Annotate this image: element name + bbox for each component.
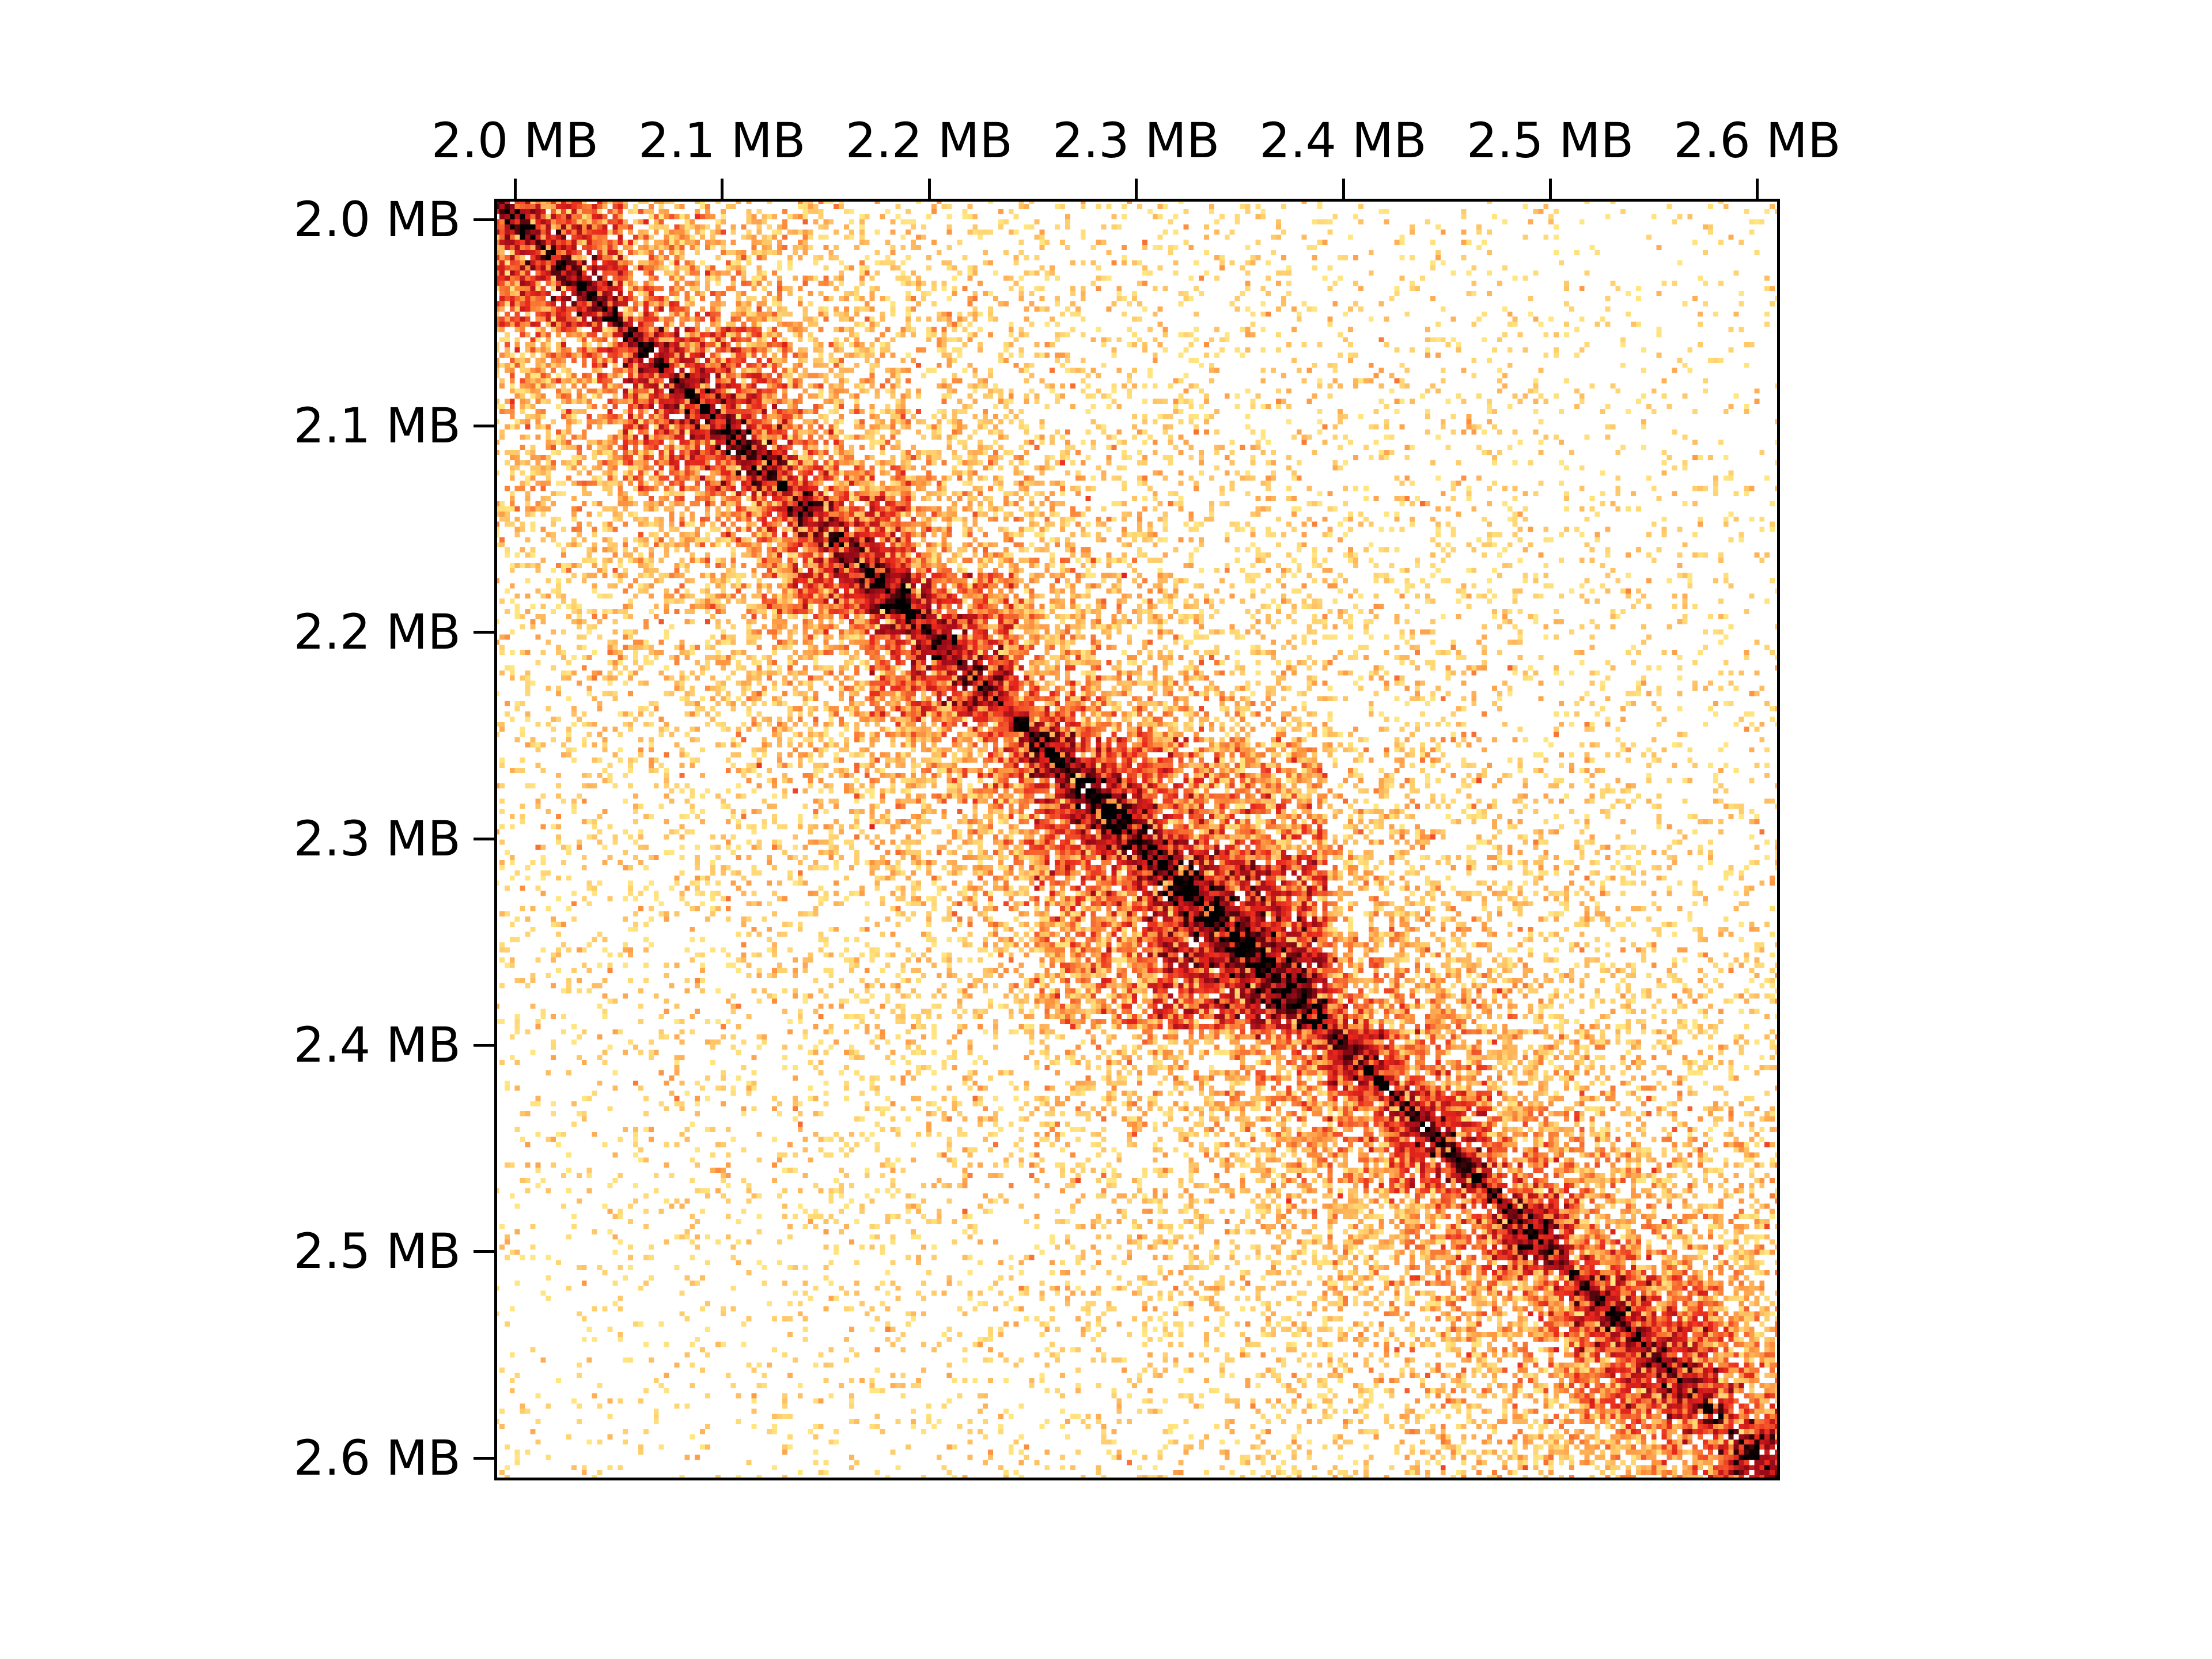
contact-heatmap xyxy=(494,199,1780,1480)
y-tick-label: 2.2 MB xyxy=(293,604,461,661)
y-tick-label: 2.3 MB xyxy=(293,810,461,867)
x-tick-mark xyxy=(1342,179,1345,199)
y-tick-label: 2.1 MB xyxy=(293,397,461,454)
y-tick-label: 2.6 MB xyxy=(293,1429,461,1486)
y-tick-mark xyxy=(474,837,494,840)
y-tick-mark xyxy=(474,1456,494,1460)
y-tick-mark xyxy=(474,425,494,428)
x-tick-label: 2.0 MB xyxy=(431,112,599,169)
x-tick-mark xyxy=(513,179,517,199)
x-tick-mark xyxy=(927,179,931,199)
x-tick-label: 2.5 MB xyxy=(1466,112,1634,169)
x-tick-mark xyxy=(1756,179,1759,199)
y-tick-label: 2.4 MB xyxy=(293,1017,461,1073)
x-tick-mark xyxy=(1135,179,1138,199)
x-tick-label: 2.1 MB xyxy=(638,112,806,169)
y-tick-label: 2.5 MB xyxy=(293,1223,461,1280)
y-tick-mark xyxy=(474,631,494,634)
y-tick-mark xyxy=(474,218,494,221)
x-tick-mark xyxy=(1549,179,1552,199)
x-tick-label: 2.3 MB xyxy=(1052,112,1220,169)
y-tick-mark xyxy=(474,1250,494,1253)
x-tick-label: 2.2 MB xyxy=(845,112,1013,169)
x-tick-label: 2.6 MB xyxy=(1673,112,1841,169)
heatmap-plot-area xyxy=(494,199,1780,1480)
x-tick-label: 2.4 MB xyxy=(1259,112,1427,169)
y-tick-label: 2.0 MB xyxy=(293,191,461,248)
y-tick-mark xyxy=(474,1044,494,1047)
x-tick-mark xyxy=(721,179,724,199)
